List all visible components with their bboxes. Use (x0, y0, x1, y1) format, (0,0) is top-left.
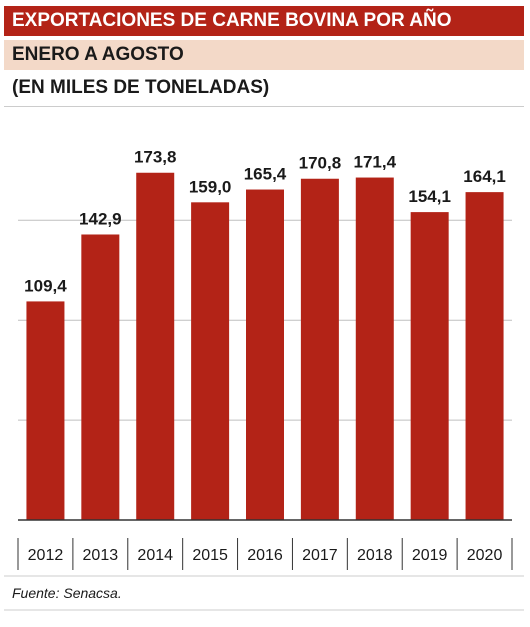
bar (355, 177, 394, 521)
data-label: 171,4 (354, 153, 397, 172)
x-tick-label: 2012 (28, 547, 64, 564)
bar (246, 189, 284, 520)
x-tick-label: 2019 (412, 547, 448, 564)
bar (191, 202, 230, 520)
data-label: 154,1 (408, 187, 451, 206)
units-label: (EN MILES DE TONELADAS) (12, 77, 270, 98)
chart-title: EXPORTACIONES DE CARNE BOVINA POR AÑO (4, 6, 524, 36)
x-tick-label: 2015 (192, 547, 228, 564)
data-label: 165,4 (244, 165, 287, 184)
bar (136, 172, 175, 520)
bar (465, 192, 504, 520)
bar (26, 301, 65, 520)
source-note: Fuente: Senacsa. (12, 585, 122, 601)
top-divider (4, 106, 524, 107)
x-tick-label: 2014 (137, 547, 173, 564)
data-label: 170,8 (299, 154, 342, 173)
bar (300, 178, 339, 521)
x-tick-label: 2017 (302, 547, 338, 564)
bar (410, 212, 449, 520)
data-label: 173,8 (134, 148, 177, 167)
x-tick-label: 2018 (357, 547, 393, 564)
x-tick-label: 2013 (83, 547, 119, 564)
chart-subtitle: ENERO A AGOSTO (4, 40, 524, 70)
x-tick-label: 2020 (467, 547, 503, 564)
x-tick-label: 2016 (247, 547, 283, 564)
bar (81, 234, 120, 521)
data-label: 142,9 (79, 209, 122, 228)
data-label: 164,1 (463, 167, 506, 186)
data-label: 159,0 (189, 177, 232, 196)
data-label: 109,4 (24, 276, 67, 295)
